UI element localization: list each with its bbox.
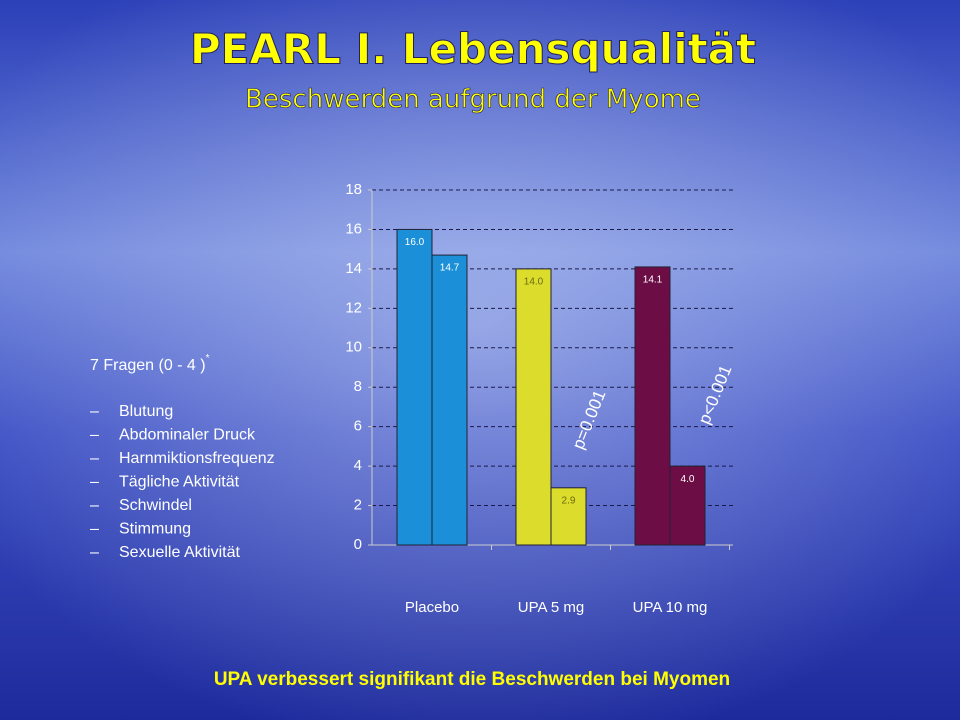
value-label: 4.0 [681,474,695,485]
question-item: Blutung [119,403,173,420]
footer: UPA verbessert signifikant die Beschwerd… [214,669,730,690]
bullet: – [90,474,99,491]
x-tick-label: Placebo [405,599,459,616]
y-tick-label: 4 [354,457,362,474]
value-label: 14.0 [524,277,544,288]
value-label: 16.0 [405,237,425,248]
bullet: – [90,427,99,444]
bar [396,228,433,546]
y-tick-label: 0 [354,536,362,553]
x-tick-label: UPA 5 mg [518,599,584,616]
y-tick-label: 14 [345,260,362,277]
y-tick-label: 10 [345,339,362,356]
bullet: – [90,544,99,561]
bullet: – [90,521,99,538]
question-item: Stimmung [119,521,191,538]
bar [634,266,671,546]
y-tick-label: 18 [345,181,362,198]
question-item: Sexuelle Aktivität [119,544,241,561]
heading-text: 7 Fragen (0 - 4 ) [90,357,206,374]
x-tick-label: UPA 10 mg [633,599,708,616]
question-item: Schwindel [119,497,192,514]
value-label: 14.1 [643,275,663,286]
bullet: – [90,497,99,514]
questions-heading: 7 Fragen (0 - 4 )* [90,353,210,375]
subtitle: Beschwerden aufgrund der Myome [245,85,701,115]
question-item: Abdominaler Druck [119,427,256,444]
bar [550,487,587,546]
bar [431,254,468,546]
value-label: 14.7 [440,263,460,274]
value-label: 2.9 [562,495,576,506]
question-list: – Blutung – Abdominaler Druck – Harnmiktionsf… [90,403,275,561]
bullet: – [90,450,99,467]
y-tick-label: 6 [354,418,362,435]
question-item: Tägliche Aktivität [119,474,240,491]
y-tick-label: 16 [345,220,362,237]
bar [669,465,706,546]
bar [515,268,552,546]
y-tick-label: 2 [354,497,362,514]
title: PEARL I. Lebensqualität [190,25,756,74]
question-item: Harnmiktionsfrequenz [119,450,275,467]
y-tick-label: 8 [354,378,362,395]
y-tick-label: 12 [345,299,362,316]
bullet: – [90,403,99,420]
footnote-mark: * [206,353,210,364]
